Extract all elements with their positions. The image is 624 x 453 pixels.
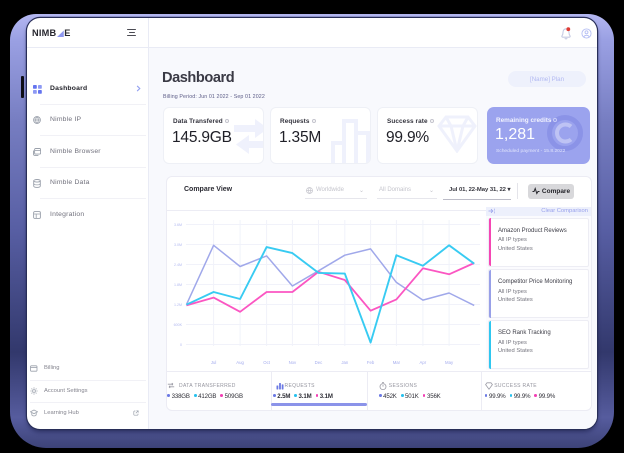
svg-text:Feb: Feb (367, 360, 375, 365)
svg-text:Oct: Oct (263, 360, 270, 365)
svg-text:May: May (445, 360, 454, 365)
svg-text:3.0M: 3.0M (174, 243, 182, 247)
svg-text:2.4M: 2.4M (174, 263, 182, 267)
svg-text:3.6M: 3.6M (174, 223, 182, 227)
svg-text:Dec: Dec (315, 360, 323, 365)
svg-text:Jan: Jan (341, 360, 349, 365)
svg-text:0: 0 (180, 343, 182, 347)
svg-text:Nov: Nov (289, 360, 297, 365)
svg-text:Jul: Jul (211, 360, 217, 365)
svg-text:Mar: Mar (393, 360, 401, 365)
svg-text:600K: 600K (174, 323, 183, 327)
svg-text:1.2M: 1.2M (174, 303, 182, 307)
svg-text:1.8M: 1.8M (174, 283, 182, 287)
svg-text:Aug: Aug (236, 360, 244, 365)
svg-text:Apr: Apr (420, 360, 427, 365)
